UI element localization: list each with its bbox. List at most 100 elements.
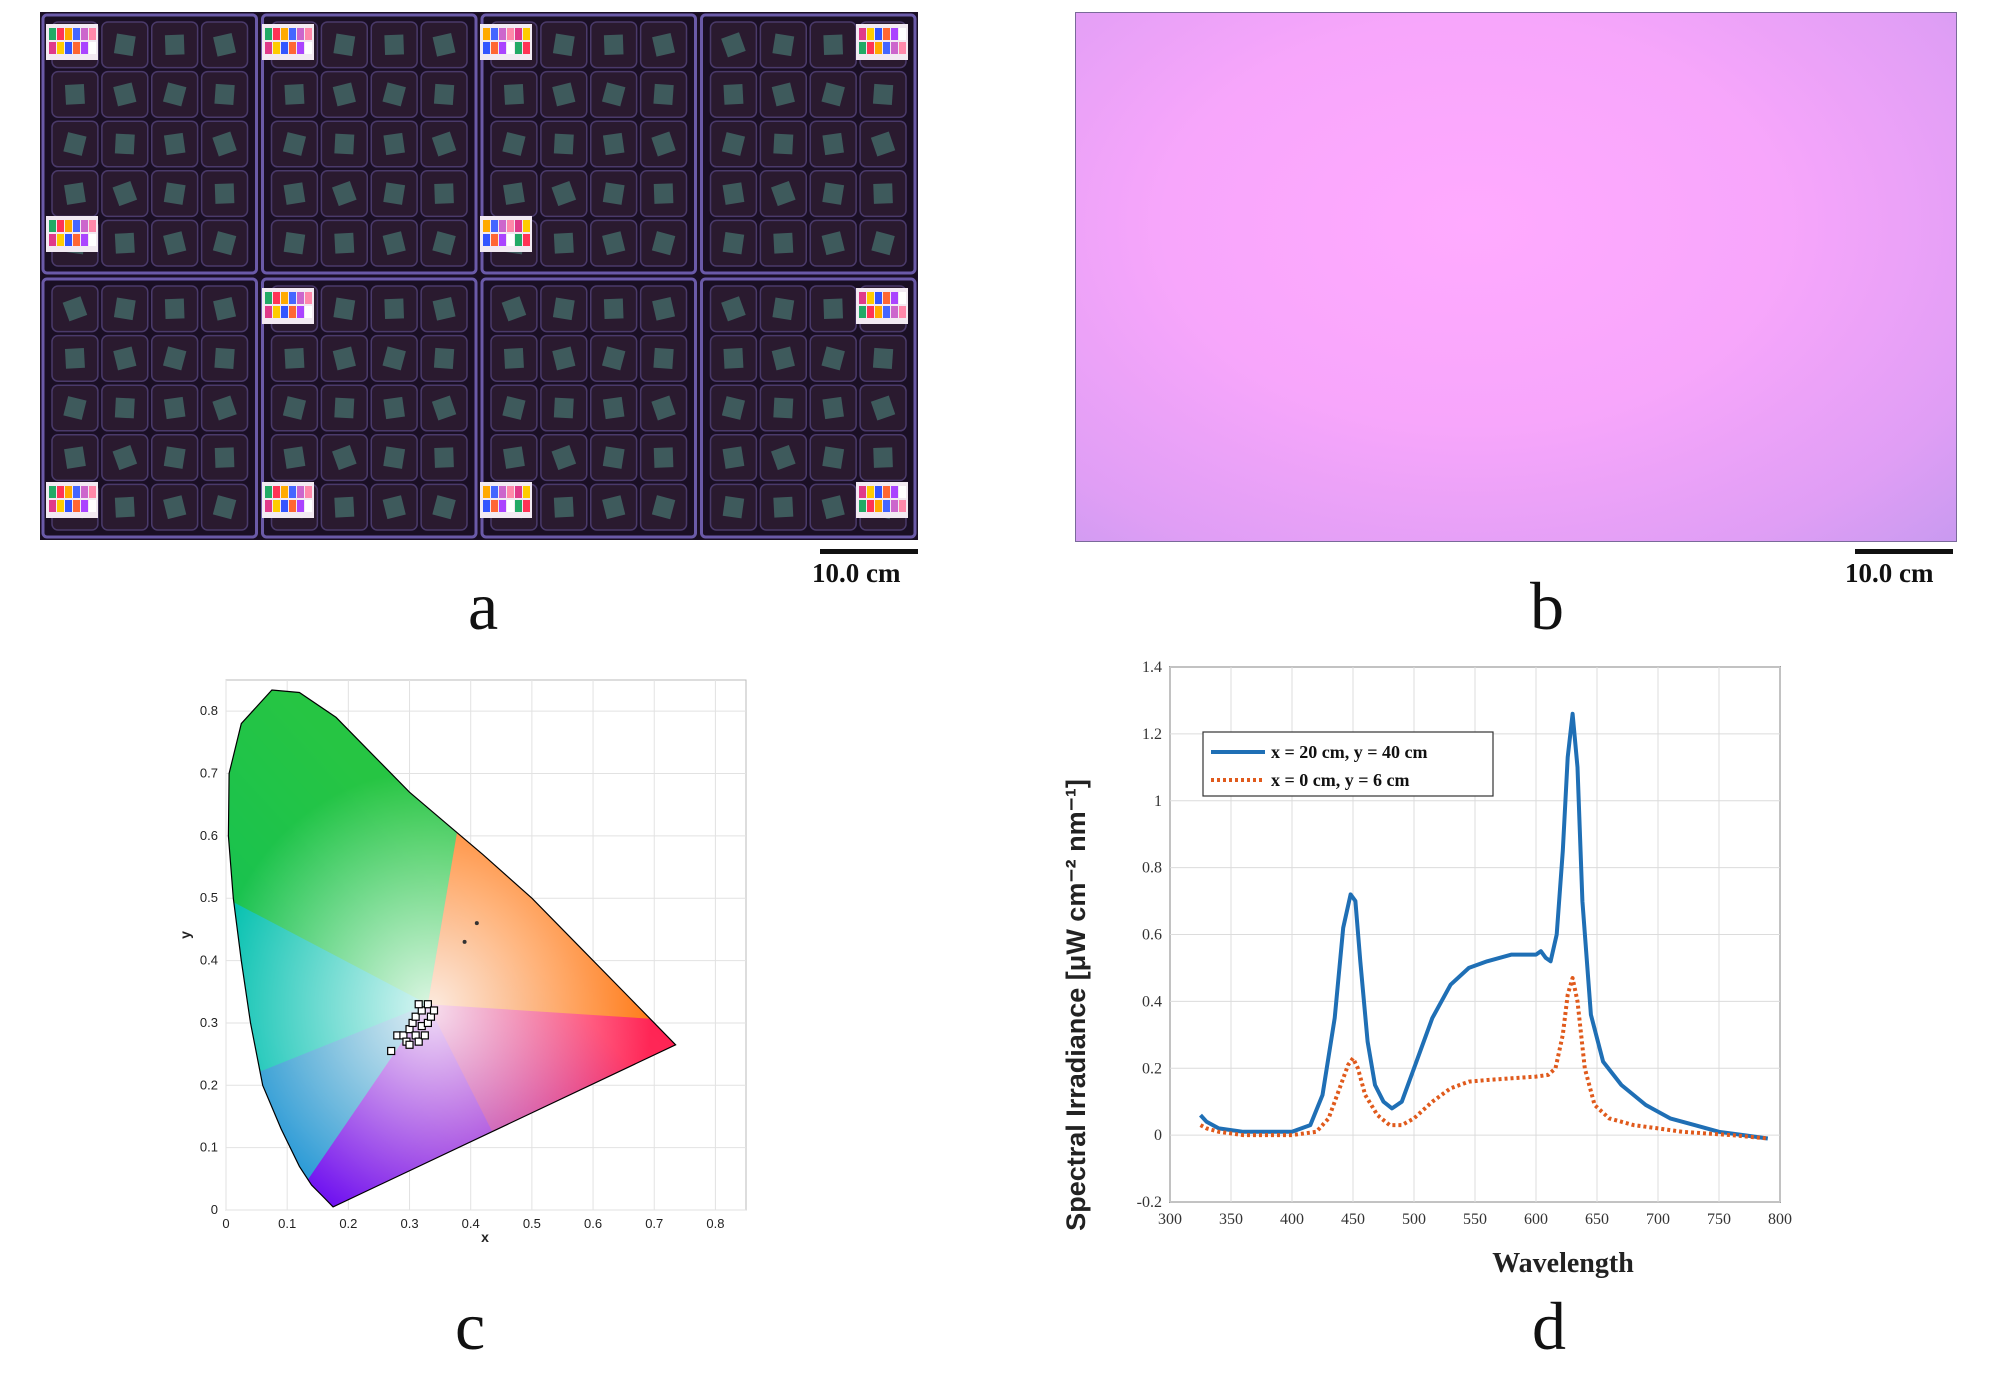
plant-leaf xyxy=(553,133,574,155)
color-patch xyxy=(265,28,272,40)
plant-leaf xyxy=(721,132,746,156)
plant-leaf xyxy=(552,33,575,57)
x-tick-label: 0.4 xyxy=(462,1216,480,1231)
plant-leaf xyxy=(721,396,746,420)
plant-leaf xyxy=(771,445,796,471)
legend-box xyxy=(1202,731,1494,797)
series-line-2 xyxy=(1199,976,1768,1141)
plant-leaf xyxy=(212,131,237,157)
y-tick-label: 1.4 xyxy=(1142,659,1162,676)
color-patch xyxy=(73,28,80,40)
x-tick-label: 0.3 xyxy=(400,1216,418,1231)
plant-leaf xyxy=(283,446,306,469)
plant-leaf xyxy=(332,346,356,371)
color-patch xyxy=(899,28,906,40)
y-tick-label: 0.6 xyxy=(1142,927,1162,944)
plant-leaf xyxy=(114,496,135,518)
plant-leaf xyxy=(551,181,577,207)
y-tick-label: 0.8 xyxy=(1142,860,1162,877)
color-patch xyxy=(57,42,64,54)
plant-leaf xyxy=(870,131,896,157)
plant-leaf xyxy=(163,396,186,420)
y-tick-label: 0.1 xyxy=(200,1140,218,1155)
color-patch xyxy=(297,42,304,54)
plant-leaf xyxy=(164,34,185,56)
color-patch xyxy=(289,500,296,512)
plant-leaf xyxy=(431,395,457,421)
plant-leaf xyxy=(383,132,405,156)
plant-leaf xyxy=(112,181,138,207)
plant-leaf xyxy=(772,297,795,321)
plant-leaf xyxy=(503,182,525,205)
plant-leaf xyxy=(821,495,845,520)
panel-letter-a: a xyxy=(468,568,499,644)
panel-letter-d: d xyxy=(1532,1288,1566,1364)
plant-leaf xyxy=(163,231,187,256)
color-patch xyxy=(281,306,288,318)
color-patch xyxy=(859,42,866,54)
legend-label-1: x = 20 cm, y = 40 cm xyxy=(1271,742,1427,762)
color-patch xyxy=(483,500,490,512)
color-patch xyxy=(867,292,874,304)
plant-leaf xyxy=(651,395,676,421)
color-patch xyxy=(507,234,514,246)
plant-leaf xyxy=(652,297,676,321)
color-patch xyxy=(499,234,506,246)
color-patch xyxy=(499,486,506,498)
plant-leaf xyxy=(602,495,626,520)
x-tick-label: 0.1 xyxy=(278,1216,296,1231)
color-patch xyxy=(483,42,490,54)
x-tick-label: 800 xyxy=(1768,1211,1792,1228)
plant-leaf xyxy=(822,132,844,156)
scale-label-a: 10.0 cm xyxy=(812,558,901,588)
plant-leaf xyxy=(602,396,625,420)
color-patch xyxy=(875,306,882,318)
legend-label-2: x = 0 cm, y = 6 cm xyxy=(1271,770,1409,790)
panel-a-image xyxy=(40,12,918,540)
plant-leaf xyxy=(212,231,237,256)
plant-leaf xyxy=(722,232,745,255)
y-tick-label: 0.4 xyxy=(200,953,218,968)
plant-leaf xyxy=(822,182,845,205)
color-patch xyxy=(305,292,312,304)
plant-leaf xyxy=(772,33,795,57)
scale-bar-a xyxy=(820,549,918,554)
color-patch xyxy=(491,486,498,498)
plant-leaf xyxy=(773,496,794,518)
color-patch xyxy=(281,28,288,40)
color-patch xyxy=(57,500,64,512)
chart-d-ylabel: Spectral Irradiance [μW cm⁻² nm⁻¹] xyxy=(1061,779,1091,1231)
plant-leaf xyxy=(384,34,405,56)
color-patch xyxy=(515,220,522,232)
color-patch xyxy=(891,292,898,304)
plant-leaf xyxy=(653,83,674,105)
color-patch xyxy=(483,28,490,40)
color-patch xyxy=(65,42,72,54)
y-tick-label: 0.7 xyxy=(200,766,218,781)
color-patch xyxy=(297,306,304,318)
plant-leaf xyxy=(602,182,625,205)
color-patch xyxy=(73,220,80,232)
plant-leaf xyxy=(773,133,794,155)
color-patch xyxy=(89,486,96,498)
color-patch xyxy=(265,42,272,54)
chart-d-legend: x = 20 cm, y = 40 cm x = 0 cm, y = 6 cm xyxy=(1202,731,1494,797)
plant-leaf xyxy=(651,231,676,256)
x-tick-label: 0.7 xyxy=(645,1216,663,1231)
plant-leaf xyxy=(602,446,625,469)
plant-leaf xyxy=(432,297,456,321)
plant-leaf xyxy=(163,495,187,520)
color-patch xyxy=(507,42,514,54)
x-tick-label: 0.8 xyxy=(706,1216,724,1231)
color-patch xyxy=(491,234,498,246)
plant-leaf xyxy=(114,133,135,155)
x-tick-label: 600 xyxy=(1524,1211,1548,1228)
x-tick-label: 450 xyxy=(1341,1211,1365,1228)
x-tick-label: 300 xyxy=(1158,1211,1182,1228)
x-tick-label: 0 xyxy=(222,1216,229,1231)
plant-leaf xyxy=(64,83,85,105)
color-patch xyxy=(859,500,866,512)
x-tick-label: 400 xyxy=(1280,1211,1304,1228)
plant-leaf xyxy=(332,445,357,471)
x-tick-label: 0.5 xyxy=(523,1216,541,1231)
